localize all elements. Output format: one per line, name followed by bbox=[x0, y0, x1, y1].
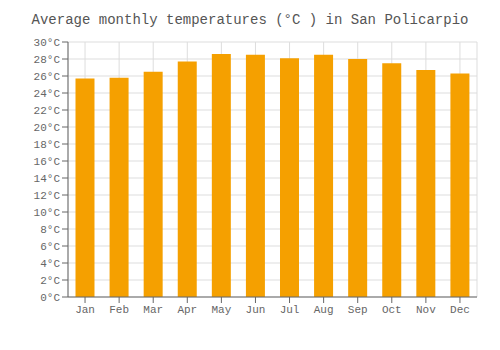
svg-text:4°C: 4°C bbox=[40, 258, 60, 270]
svg-text:Mar: Mar bbox=[143, 304, 163, 316]
svg-text:Jul: Jul bbox=[280, 304, 300, 316]
svg-text:16°C: 16°C bbox=[34, 156, 61, 168]
svg-text:2°C: 2°C bbox=[40, 275, 60, 287]
svg-text:30°C: 30°C bbox=[34, 37, 61, 49]
svg-text:Aug: Aug bbox=[314, 304, 334, 316]
html-text:Average monthly temperatures (: Average monthly temperatures (°C ) in Sa… bbox=[31, 12, 469, 28]
svg-text:Nov: Nov bbox=[416, 304, 436, 316]
svg-text:10°C: 10°C bbox=[34, 207, 61, 219]
svg-text:Jun: Jun bbox=[246, 304, 266, 316]
svg-text:26°C: 26°C bbox=[34, 71, 61, 83]
svg-text:20°C: 20°C bbox=[34, 122, 61, 134]
svg-text:12°C: 12°C bbox=[34, 190, 61, 202]
svg-text:28°C: 28°C bbox=[34, 54, 61, 66]
svg-text:18°C: 18°C bbox=[34, 139, 61, 151]
svg-text:Feb: Feb bbox=[109, 304, 129, 316]
svg-text:0°C: 0°C bbox=[40, 292, 60, 304]
svg-text:14°C: 14°C bbox=[34, 173, 61, 185]
svg-text:22°C: 22°C bbox=[34, 105, 61, 117]
svg-text:Dec: Dec bbox=[450, 304, 470, 316]
svg-text:May: May bbox=[211, 304, 231, 316]
svg-text:8°C: 8°C bbox=[40, 224, 60, 236]
svg-text:Oct: Oct bbox=[382, 304, 402, 316]
svg-text:6°C: 6°C bbox=[40, 241, 60, 253]
svg-text:24°C: 24°C bbox=[34, 88, 61, 100]
svg-text:Sep: Sep bbox=[348, 304, 368, 316]
svg-text:Jan: Jan bbox=[75, 304, 95, 316]
svg-text:Apr: Apr bbox=[177, 304, 197, 316]
